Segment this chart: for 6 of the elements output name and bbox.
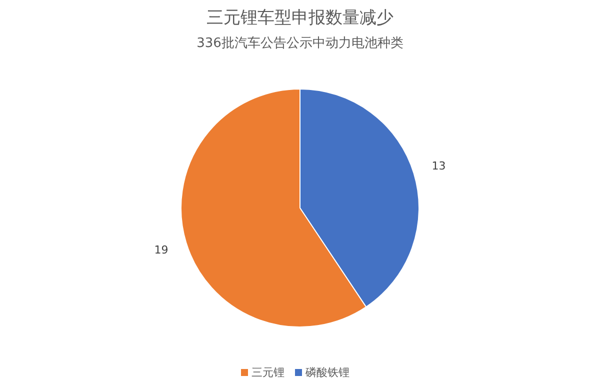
chart-title: 三元锂车型申报数量减少: [206, 7, 394, 29]
legend-label: 磷酸铁锂: [306, 366, 350, 379]
chart-subtitle: 336批汽车公告公示中动力电池种类: [196, 35, 404, 52]
legend-label: 三元锂: [252, 366, 284, 379]
data-label: 13: [432, 159, 446, 172]
data-label: 19: [154, 244, 168, 257]
